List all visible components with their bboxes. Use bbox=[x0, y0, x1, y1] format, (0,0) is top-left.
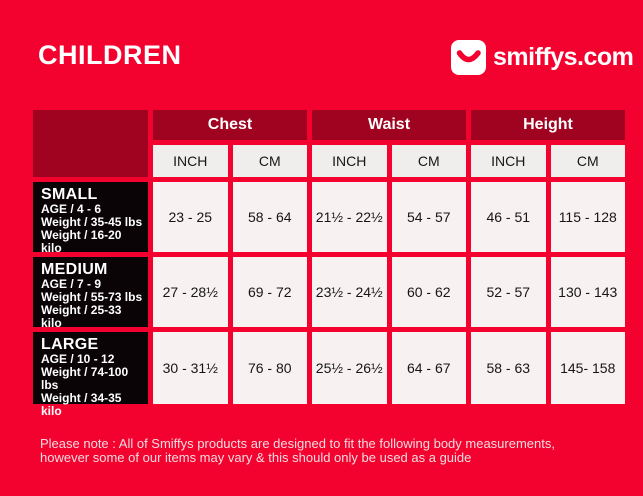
size-weight-lbs: Weight / 55-73 lbs bbox=[41, 290, 143, 304]
size-label: LARGE bbox=[41, 336, 99, 353]
unit-header-chest-cm: CM bbox=[232, 145, 307, 177]
size-weight-kilo: Weight / 16-20 kilo bbox=[41, 228, 122, 255]
cell-small-waist-cm: 54 - 57 bbox=[391, 182, 466, 252]
column-group-height: Height bbox=[471, 110, 625, 140]
size-weight-kilo: Weight / 25-33 kilo bbox=[41, 303, 122, 330]
cell-medium-chest-inch: 27 - 28½ bbox=[153, 257, 228, 327]
size-age: AGE / 10 - 12 bbox=[41, 352, 115, 366]
cell-small-height-inch: 46 - 51 bbox=[471, 182, 546, 252]
logo-wordmark: smiffys.com bbox=[493, 43, 634, 71]
row-header-large: LARGE AGE / 10 - 12 Weight / 74-100 lbs … bbox=[33, 332, 148, 418]
size-chart-table: Chest Waist Height INCH CM INCH CM INCH … bbox=[33, 110, 625, 418]
cell-small-chest-cm: 58 - 64 bbox=[232, 182, 307, 252]
unit-header-chest-inch: INCH bbox=[153, 145, 228, 177]
unit-header-height-inch: INCH bbox=[471, 145, 546, 177]
unit-header-height-cm: CM bbox=[550, 145, 625, 177]
cell-small-waist-inch: 21½ - 22½ bbox=[312, 182, 387, 252]
size-age: AGE / 4 - 6 bbox=[41, 202, 102, 216]
cell-medium-height-cm: 130 - 143 bbox=[550, 257, 625, 327]
disclaimer-note: Please note : All of Smiffys products ar… bbox=[40, 437, 625, 465]
column-group-chest: Chest bbox=[153, 110, 307, 140]
cell-large-chest-cm: 76 - 80 bbox=[232, 332, 307, 404]
disclaimer-line-1: Please note : All of Smiffys products ar… bbox=[40, 436, 555, 451]
size-age: AGE / 7 - 9 bbox=[41, 277, 102, 291]
cell-medium-waist-inch: 23½ - 24½ bbox=[312, 257, 387, 327]
cell-large-waist-inch: 25½ - 26½ bbox=[312, 332, 387, 404]
cell-large-height-cm: 145- 158 bbox=[550, 332, 625, 404]
size-weight-lbs: Weight / 35-45 lbs bbox=[41, 215, 143, 229]
unit-header-waist-cm: CM bbox=[391, 145, 466, 177]
unit-header-waist-inch: INCH bbox=[312, 145, 387, 177]
cell-large-chest-inch: 30 - 31½ bbox=[153, 332, 228, 404]
cell-large-waist-cm: 64 - 67 bbox=[391, 332, 466, 404]
table-corner-cell bbox=[33, 110, 148, 177]
cell-medium-height-inch: 52 - 57 bbox=[471, 257, 546, 327]
row-header-medium: MEDIUM AGE / 7 - 9 Weight / 55-73 lbs We… bbox=[33, 257, 148, 330]
row-header-small: SMALL AGE / 4 - 6 Weight / 35-45 lbs Wei… bbox=[33, 182, 148, 255]
column-group-waist: Waist bbox=[312, 110, 466, 140]
smile-icon bbox=[451, 40, 486, 75]
size-label: SMALL bbox=[41, 186, 98, 203]
size-label: MEDIUM bbox=[41, 261, 108, 278]
size-weight-kilo: Weight / 34-35 kilo bbox=[41, 391, 122, 418]
cell-small-chest-inch: 23 - 25 bbox=[153, 182, 228, 252]
cell-medium-chest-cm: 69 - 72 bbox=[232, 257, 307, 327]
cell-medium-waist-cm: 60 - 62 bbox=[391, 257, 466, 327]
cell-large-height-inch: 58 - 63 bbox=[471, 332, 546, 404]
smiffys-logo: smiffys.com bbox=[451, 40, 634, 75]
page-title: CHILDREN bbox=[38, 40, 182, 70]
disclaimer-line-2: however some of our items may vary & thi… bbox=[40, 450, 472, 465]
cell-small-height-cm: 115 - 128 bbox=[550, 182, 625, 252]
size-weight-lbs: Weight / 74-100 lbs bbox=[41, 365, 129, 392]
